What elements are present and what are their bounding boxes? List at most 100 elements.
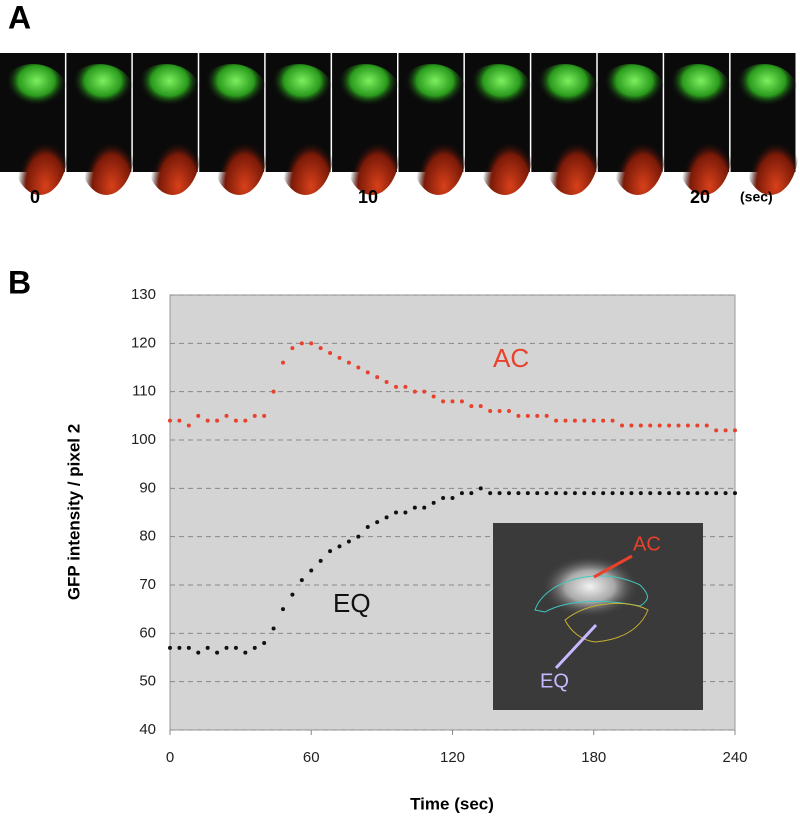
data-point xyxy=(469,491,474,496)
data-point xyxy=(544,413,549,418)
data-point xyxy=(620,491,624,496)
data-point xyxy=(685,423,690,428)
data-point xyxy=(365,370,370,375)
data-point xyxy=(638,491,643,496)
data-point xyxy=(516,491,521,496)
data-point xyxy=(582,418,587,423)
frame-red xyxy=(543,105,600,195)
data-point xyxy=(168,645,172,650)
time-label: 20 xyxy=(690,187,710,207)
data-point xyxy=(610,491,615,496)
y-tick-label: 110 xyxy=(132,383,156,400)
data-point xyxy=(610,418,615,423)
frame-red xyxy=(211,105,268,195)
data-point xyxy=(215,418,220,423)
data-point xyxy=(328,351,333,355)
inset-cell xyxy=(520,555,660,645)
frame-green xyxy=(530,64,599,120)
data-point xyxy=(403,510,408,515)
data-point xyxy=(412,389,417,394)
data-point xyxy=(648,491,653,496)
data-point xyxy=(356,365,361,370)
frame-green xyxy=(198,64,267,120)
data-point xyxy=(224,645,229,650)
data-point xyxy=(271,626,276,631)
y-tick-label: 70 xyxy=(139,576,156,593)
data-point xyxy=(591,491,596,496)
data-point xyxy=(478,404,483,409)
data-point xyxy=(459,399,464,404)
data-point xyxy=(243,650,248,655)
data-point xyxy=(252,645,257,650)
series-label: AC xyxy=(493,343,529,373)
data-point xyxy=(685,491,690,496)
data-point xyxy=(554,491,559,496)
y-axis-label: GFP intensity / pixel 2 xyxy=(64,424,83,600)
data-point xyxy=(252,413,257,418)
eq-arrow xyxy=(554,623,598,670)
data-point xyxy=(667,423,672,428)
data-point xyxy=(233,645,238,650)
data-point xyxy=(299,578,304,583)
data-point xyxy=(346,539,351,544)
data-point xyxy=(177,418,182,423)
y-tick-label: 80 xyxy=(139,528,156,545)
x-tick-label: 120 xyxy=(440,749,465,766)
data-point xyxy=(328,549,333,554)
data-point xyxy=(177,645,182,650)
data-point xyxy=(168,418,172,423)
data-point xyxy=(676,423,681,428)
frame-green xyxy=(0,64,68,120)
frame-red xyxy=(410,105,467,195)
data-point xyxy=(657,423,662,428)
data-point xyxy=(290,592,295,597)
frame-red xyxy=(476,105,533,195)
data-point xyxy=(356,534,361,539)
data-point xyxy=(525,413,530,418)
data-point xyxy=(384,515,389,520)
data-point xyxy=(394,510,398,515)
data-point xyxy=(271,389,276,394)
data-point xyxy=(290,346,295,351)
ac-arrow xyxy=(593,554,633,579)
data-point xyxy=(450,399,455,404)
x-tick-label: 0 xyxy=(166,749,174,766)
data-point xyxy=(488,491,493,496)
data-point xyxy=(243,418,248,423)
frame-green xyxy=(663,64,732,120)
data-point xyxy=(648,423,653,428)
data-point xyxy=(563,491,568,496)
inset-label: AC xyxy=(633,533,661,555)
frame-red xyxy=(676,105,733,195)
frame-red xyxy=(742,105,799,195)
frame-green xyxy=(464,64,533,120)
ac-outline xyxy=(534,575,648,613)
frame-red xyxy=(78,105,135,195)
data-point xyxy=(629,491,634,496)
frame-red xyxy=(343,105,400,195)
data-point xyxy=(422,389,427,394)
y-tick-label: 100 xyxy=(131,431,156,448)
data-point xyxy=(309,568,314,573)
data-point xyxy=(318,346,323,351)
data-point xyxy=(667,491,672,496)
data-point xyxy=(469,404,474,409)
data-point xyxy=(186,645,191,650)
time-unit: (sec) xyxy=(740,189,773,205)
data-point xyxy=(695,423,700,428)
frame-green xyxy=(596,64,665,120)
data-point xyxy=(638,423,643,428)
data-point xyxy=(516,413,521,418)
data-point xyxy=(535,413,540,418)
data-point xyxy=(695,491,700,496)
data-point xyxy=(365,525,370,529)
data-point xyxy=(262,413,267,418)
data-point xyxy=(431,394,436,399)
data-point xyxy=(704,491,709,496)
data-point xyxy=(233,418,238,423)
data-point xyxy=(394,384,398,389)
x-tick-label: 60 xyxy=(303,749,320,766)
data-point xyxy=(572,418,577,423)
data-point xyxy=(431,500,436,505)
data-point xyxy=(205,645,210,650)
